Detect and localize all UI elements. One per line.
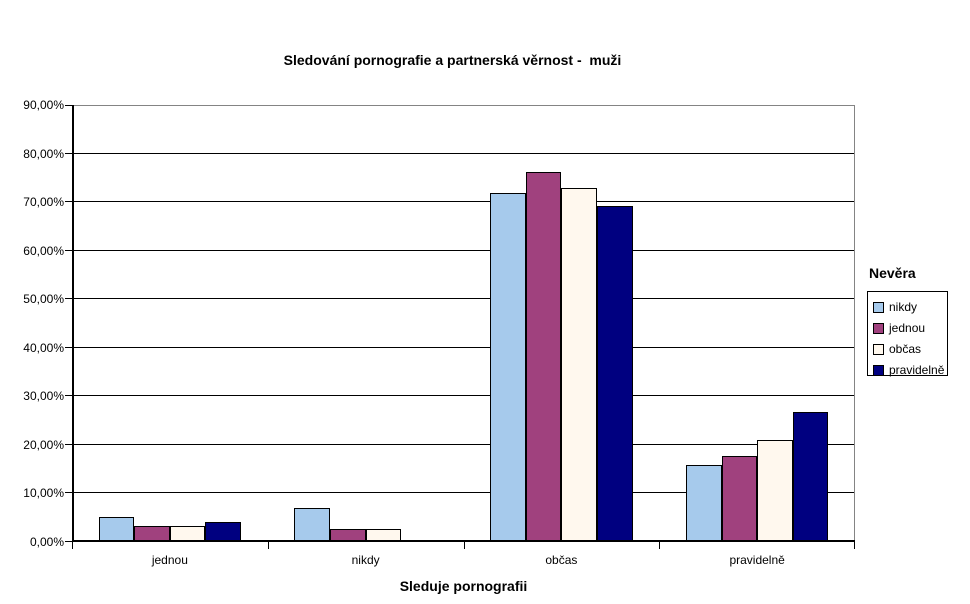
bar-občas-občas <box>561 188 597 542</box>
bar-nikdy-jednou <box>98 516 135 542</box>
bar-nikdy-pravidelně <box>685 464 722 542</box>
legend-label: pravidelně <box>889 363 945 377</box>
x-axis-tick <box>464 542 465 549</box>
major-gridline <box>72 152 855 154</box>
major-gridline <box>72 395 855 397</box>
major-gridline <box>72 249 855 251</box>
legend-swatch-pravidelně <box>873 364 884 376</box>
y-axis-tick-label: 20,00% <box>23 437 64 452</box>
y-axis-tick-label: 50,00% <box>23 292 64 307</box>
legend-title: Nevěra <box>869 265 916 281</box>
y-axis-tick-label: 80,00% <box>23 146 64 161</box>
y-axis-tick <box>65 152 72 154</box>
bar-jednou-občas <box>525 171 562 542</box>
major-gridline <box>72 346 855 348</box>
y-axis-tick <box>65 492 72 494</box>
x-axis-title: Sleduje pornografii <box>399 578 528 594</box>
legend: nikdy jednou občas pravidelně <box>867 291 948 379</box>
y-axis-tick-label: 10,00% <box>23 486 64 501</box>
legend-swatch-občas <box>873 343 884 355</box>
y-axis-tick <box>65 443 72 445</box>
y-axis-tick-label: 40,00% <box>23 340 64 355</box>
bar-pravidelně-pravidelně <box>792 412 829 542</box>
x-axis-category-label: občas <box>545 553 578 567</box>
y-axis-tick <box>65 105 72 106</box>
plot-border-right <box>854 105 855 542</box>
x-axis-category-label: pravidelně <box>729 553 785 567</box>
major-gridline <box>72 201 855 203</box>
y-axis-tick <box>65 395 72 397</box>
y-axis-tick <box>65 201 72 203</box>
x-axis-tick <box>659 542 660 549</box>
legend-label: jednou <box>889 321 926 335</box>
x-axis-tick <box>854 542 855 549</box>
plot-area <box>65 105 855 549</box>
legend-label: nikdy <box>889 300 918 314</box>
y-axis-tick-labels: 0,00% 10,00% 20,00% 30,00% 40,00% 50,00% 60,00… <box>0 98 64 549</box>
y-axis-tick-label: 70,00% <box>23 195 64 210</box>
major-gridline <box>72 443 855 445</box>
bar-pravidelně-jednou <box>205 522 242 542</box>
x-axis-category-labels: jednou nikdy občas pravidelně <box>72 553 855 569</box>
y-axis-tick-label: 60,00% <box>23 243 64 258</box>
chart-title: Sledování pornografie a partnerská věrno… <box>283 52 622 68</box>
legend-item-pravidelně: pravidelně <box>873 361 947 379</box>
x-axis-line <box>72 540 855 542</box>
legend-item-nikdy: nikdy <box>873 298 947 316</box>
legend-swatch-nikdy <box>873 301 884 313</box>
bar-pravidelně-občas <box>596 206 633 542</box>
y-axis-tick-label: 30,00% <box>23 389 64 404</box>
bar-nikdy-nikdy <box>294 508 331 542</box>
legend-item-jednou: jednou <box>873 319 947 337</box>
y-axis-tick <box>65 298 72 300</box>
major-gridline <box>72 298 855 300</box>
major-gridline <box>72 492 855 494</box>
x-axis-tick <box>268 542 269 549</box>
y-axis-tick <box>65 346 72 348</box>
y-axis-line <box>72 105 74 542</box>
x-axis-category-label: jednou <box>151 553 188 567</box>
legend-item-občas: občas <box>873 340 947 358</box>
legend-label: občas <box>889 342 922 356</box>
bar-občas-pravidelně <box>757 439 793 542</box>
bar-nikdy-občas <box>490 192 526 542</box>
legend-swatch-jednou <box>873 322 884 334</box>
y-axis-tick-label: 90,00% <box>23 98 64 112</box>
bar-jednou-pravidelně <box>721 456 758 542</box>
y-axis-tick-label: 0,00% <box>29 535 64 549</box>
x-axis-tick <box>72 542 73 549</box>
y-axis-tick <box>65 249 72 251</box>
x-axis-category-label: nikdy <box>351 553 380 567</box>
y-axis-tick <box>65 541 72 542</box>
plot-border-top <box>72 105 855 106</box>
